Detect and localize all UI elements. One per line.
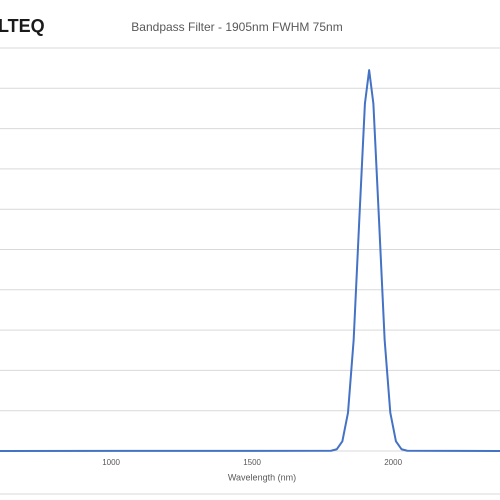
x-tick-label: 2000 xyxy=(384,458,402,467)
logo: LTEQ xyxy=(0,16,45,36)
x-axis-label: Wavelength (nm) xyxy=(228,472,296,482)
data-line xyxy=(0,69,500,452)
x-tick-label: 1000 xyxy=(102,458,120,467)
chart-title: Bandpass Filter - 1905nm FWHM 75nm xyxy=(131,20,342,34)
x-tick-label: 1500 xyxy=(243,458,261,467)
